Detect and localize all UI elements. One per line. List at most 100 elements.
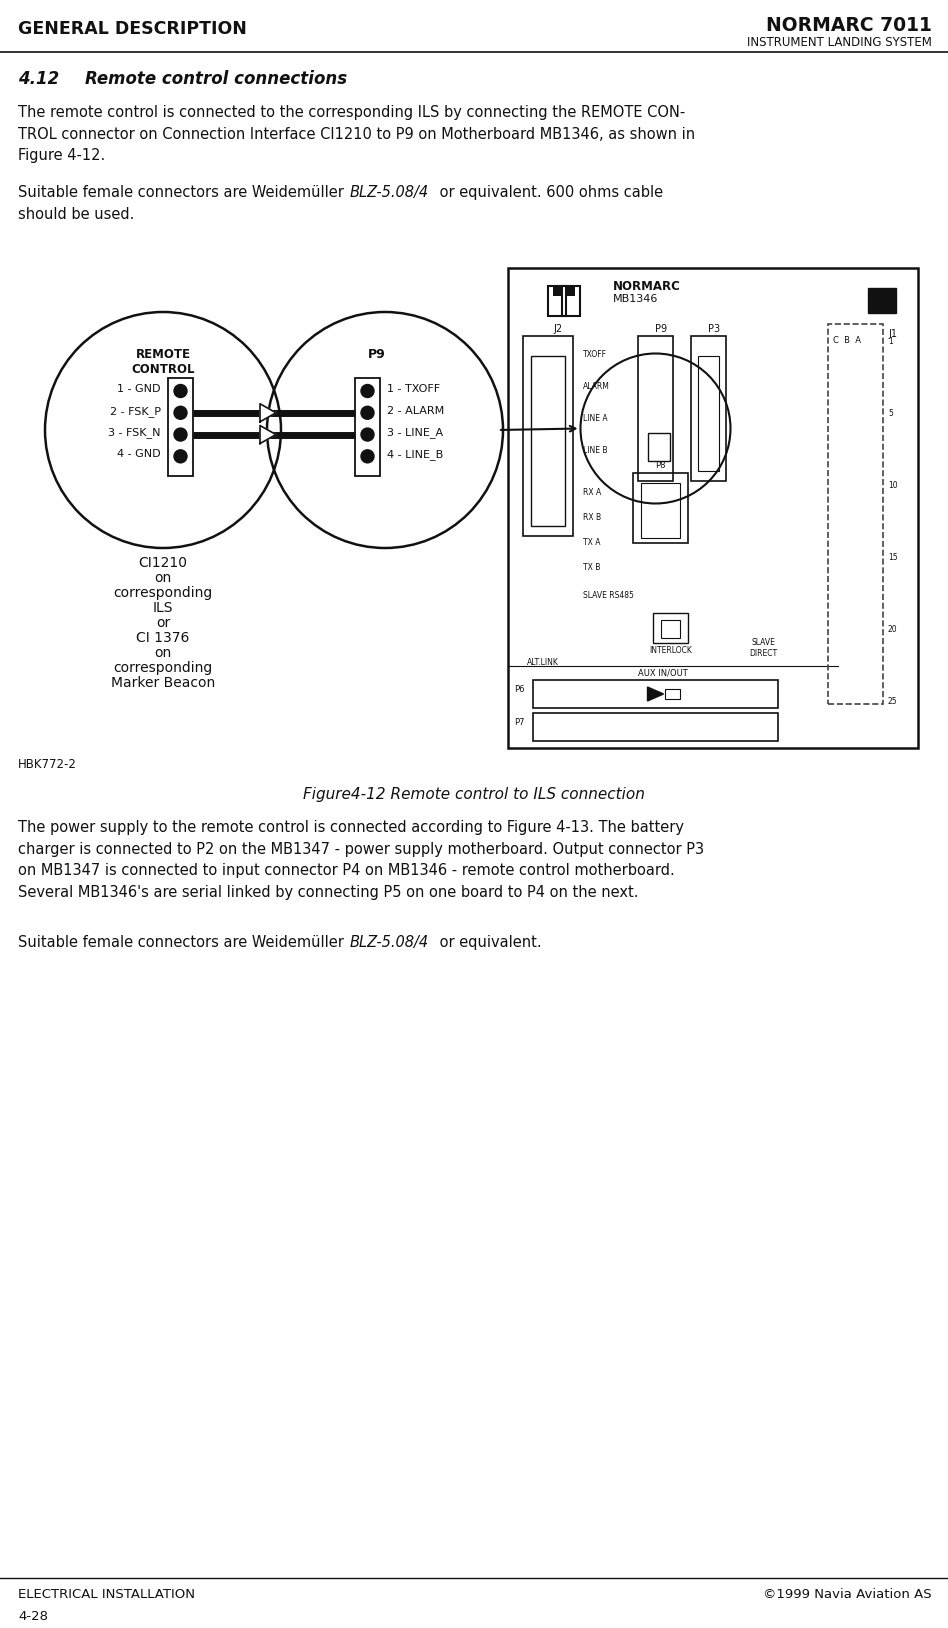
Text: GENERAL DESCRIPTION: GENERAL DESCRIPTION (18, 20, 246, 37)
Text: P7: P7 (515, 718, 525, 728)
Bar (562, 287, 580, 316)
Text: or: or (155, 615, 170, 630)
Bar (661, 620, 680, 638)
Polygon shape (260, 425, 276, 443)
Polygon shape (260, 404, 276, 422)
Text: 4-28: 4-28 (18, 1610, 48, 1623)
Text: ©1999 Navia Aviation AS: ©1999 Navia Aviation AS (763, 1587, 932, 1600)
Text: 25: 25 (888, 697, 898, 707)
Text: NORMARC 7011: NORMARC 7011 (766, 16, 932, 34)
Text: Remote control connections: Remote control connections (85, 70, 347, 88)
Text: on: on (155, 646, 172, 659)
Bar (567, 287, 575, 296)
Text: The power supply to the remote control is connected according to Figure 4-13. Th: The power supply to the remote control i… (18, 821, 704, 900)
Text: ALT.LINK: ALT.LINK (527, 658, 559, 667)
Text: P9: P9 (655, 324, 667, 334)
Bar (531, 357, 565, 526)
Bar (653, 614, 688, 643)
Bar (868, 288, 896, 313)
Text: 15: 15 (888, 554, 898, 562)
Text: J2: J2 (554, 324, 562, 334)
Bar (638, 335, 673, 480)
Bar (168, 378, 193, 475)
Circle shape (361, 428, 374, 441)
Text: INTERLOCK: INTERLOCK (649, 646, 692, 654)
Text: 4.12: 4.12 (18, 70, 59, 88)
Text: RX B: RX B (583, 513, 601, 523)
Text: NORMARC: NORMARC (613, 280, 681, 293)
Text: CI 1376: CI 1376 (137, 632, 190, 645)
Text: ALARM: ALARM (583, 383, 610, 391)
Text: P8: P8 (655, 461, 665, 470)
Text: SLAVE RS485: SLAVE RS485 (583, 591, 634, 601)
Text: on: on (155, 571, 172, 584)
Text: SLAVE: SLAVE (751, 638, 775, 646)
Bar (698, 357, 719, 470)
Polygon shape (647, 687, 664, 702)
Circle shape (361, 407, 374, 420)
Text: AUX IN/OUT: AUX IN/OUT (638, 667, 688, 677)
Text: P3: P3 (708, 324, 720, 334)
Text: RX A: RX A (583, 488, 601, 497)
Bar (648, 433, 670, 461)
Bar (641, 484, 680, 537)
Text: 1 - TXOFF: 1 - TXOFF (387, 384, 440, 394)
Text: TX A: TX A (583, 537, 600, 547)
Text: HBK772-2: HBK772-2 (18, 759, 77, 772)
Text: ILS: ILS (153, 601, 173, 615)
Bar (533, 713, 778, 741)
Text: 5: 5 (888, 409, 893, 418)
Text: 1 - GND: 1 - GND (118, 384, 161, 394)
Text: J1: J1 (888, 329, 897, 339)
Circle shape (174, 407, 187, 420)
Bar (533, 681, 778, 708)
Text: 3 - FSK_N: 3 - FSK_N (108, 428, 161, 438)
Text: 10: 10 (888, 480, 898, 490)
Circle shape (174, 384, 187, 397)
Text: LINE B: LINE B (583, 446, 608, 454)
Text: C  B  A: C B A (833, 335, 861, 345)
Bar (548, 287, 566, 316)
Text: corresponding: corresponding (114, 586, 212, 601)
Text: Suitable female connectors are Weidemüller: Suitable female connectors are Weidemüll… (18, 186, 349, 200)
Bar (665, 689, 681, 698)
Text: TXOFF: TXOFF (583, 350, 607, 360)
Bar (355, 378, 380, 475)
Text: BLZ-5.08/4: BLZ-5.08/4 (350, 186, 429, 200)
Bar (691, 335, 726, 480)
Text: or equivalent.: or equivalent. (435, 934, 541, 951)
Text: CI1210: CI1210 (138, 557, 188, 570)
Bar (553, 287, 561, 296)
Circle shape (361, 384, 374, 397)
Text: ELECTRICAL INSTALLATION: ELECTRICAL INSTALLATION (18, 1587, 195, 1600)
Text: TX B: TX B (583, 563, 600, 571)
Circle shape (174, 428, 187, 441)
Text: 2 - FSK_P: 2 - FSK_P (110, 405, 161, 417)
Circle shape (361, 449, 374, 462)
Text: P9: P9 (368, 348, 386, 361)
Text: Figure4-12 Remote control to ILS connection: Figure4-12 Remote control to ILS connect… (303, 786, 645, 803)
Text: LINE A: LINE A (583, 414, 608, 423)
Text: Suitable female connectors are Weidemüller: Suitable female connectors are Weidemüll… (18, 934, 349, 951)
Bar (828, 324, 883, 703)
Circle shape (174, 449, 187, 462)
Text: BLZ-5.08/4: BLZ-5.08/4 (350, 934, 429, 951)
Text: The remote control is connected to the corresponding ILS by connecting the REMOT: The remote control is connected to the c… (18, 104, 695, 163)
Text: 4 - LINE_B: 4 - LINE_B (387, 449, 444, 461)
Text: DIRECT: DIRECT (749, 650, 777, 658)
Text: P6: P6 (515, 685, 525, 694)
Bar (633, 474, 688, 544)
Text: INSTRUMENT LANDING SYSTEM: INSTRUMENT LANDING SYSTEM (747, 36, 932, 49)
Text: MB1346: MB1346 (613, 295, 658, 304)
Text: should be used.: should be used. (18, 207, 135, 221)
Text: 20: 20 (888, 625, 898, 633)
Bar (523, 335, 573, 536)
Text: 3 - LINE_A: 3 - LINE_A (387, 428, 443, 438)
Bar (508, 269, 918, 747)
Text: 2 - ALARM: 2 - ALARM (387, 405, 445, 415)
Text: Marker Beacon: Marker Beacon (111, 676, 215, 690)
Text: corresponding: corresponding (114, 661, 212, 676)
Text: 1: 1 (888, 337, 893, 347)
Text: 4 - GND: 4 - GND (118, 449, 161, 459)
Text: REMOTE: REMOTE (136, 348, 191, 361)
